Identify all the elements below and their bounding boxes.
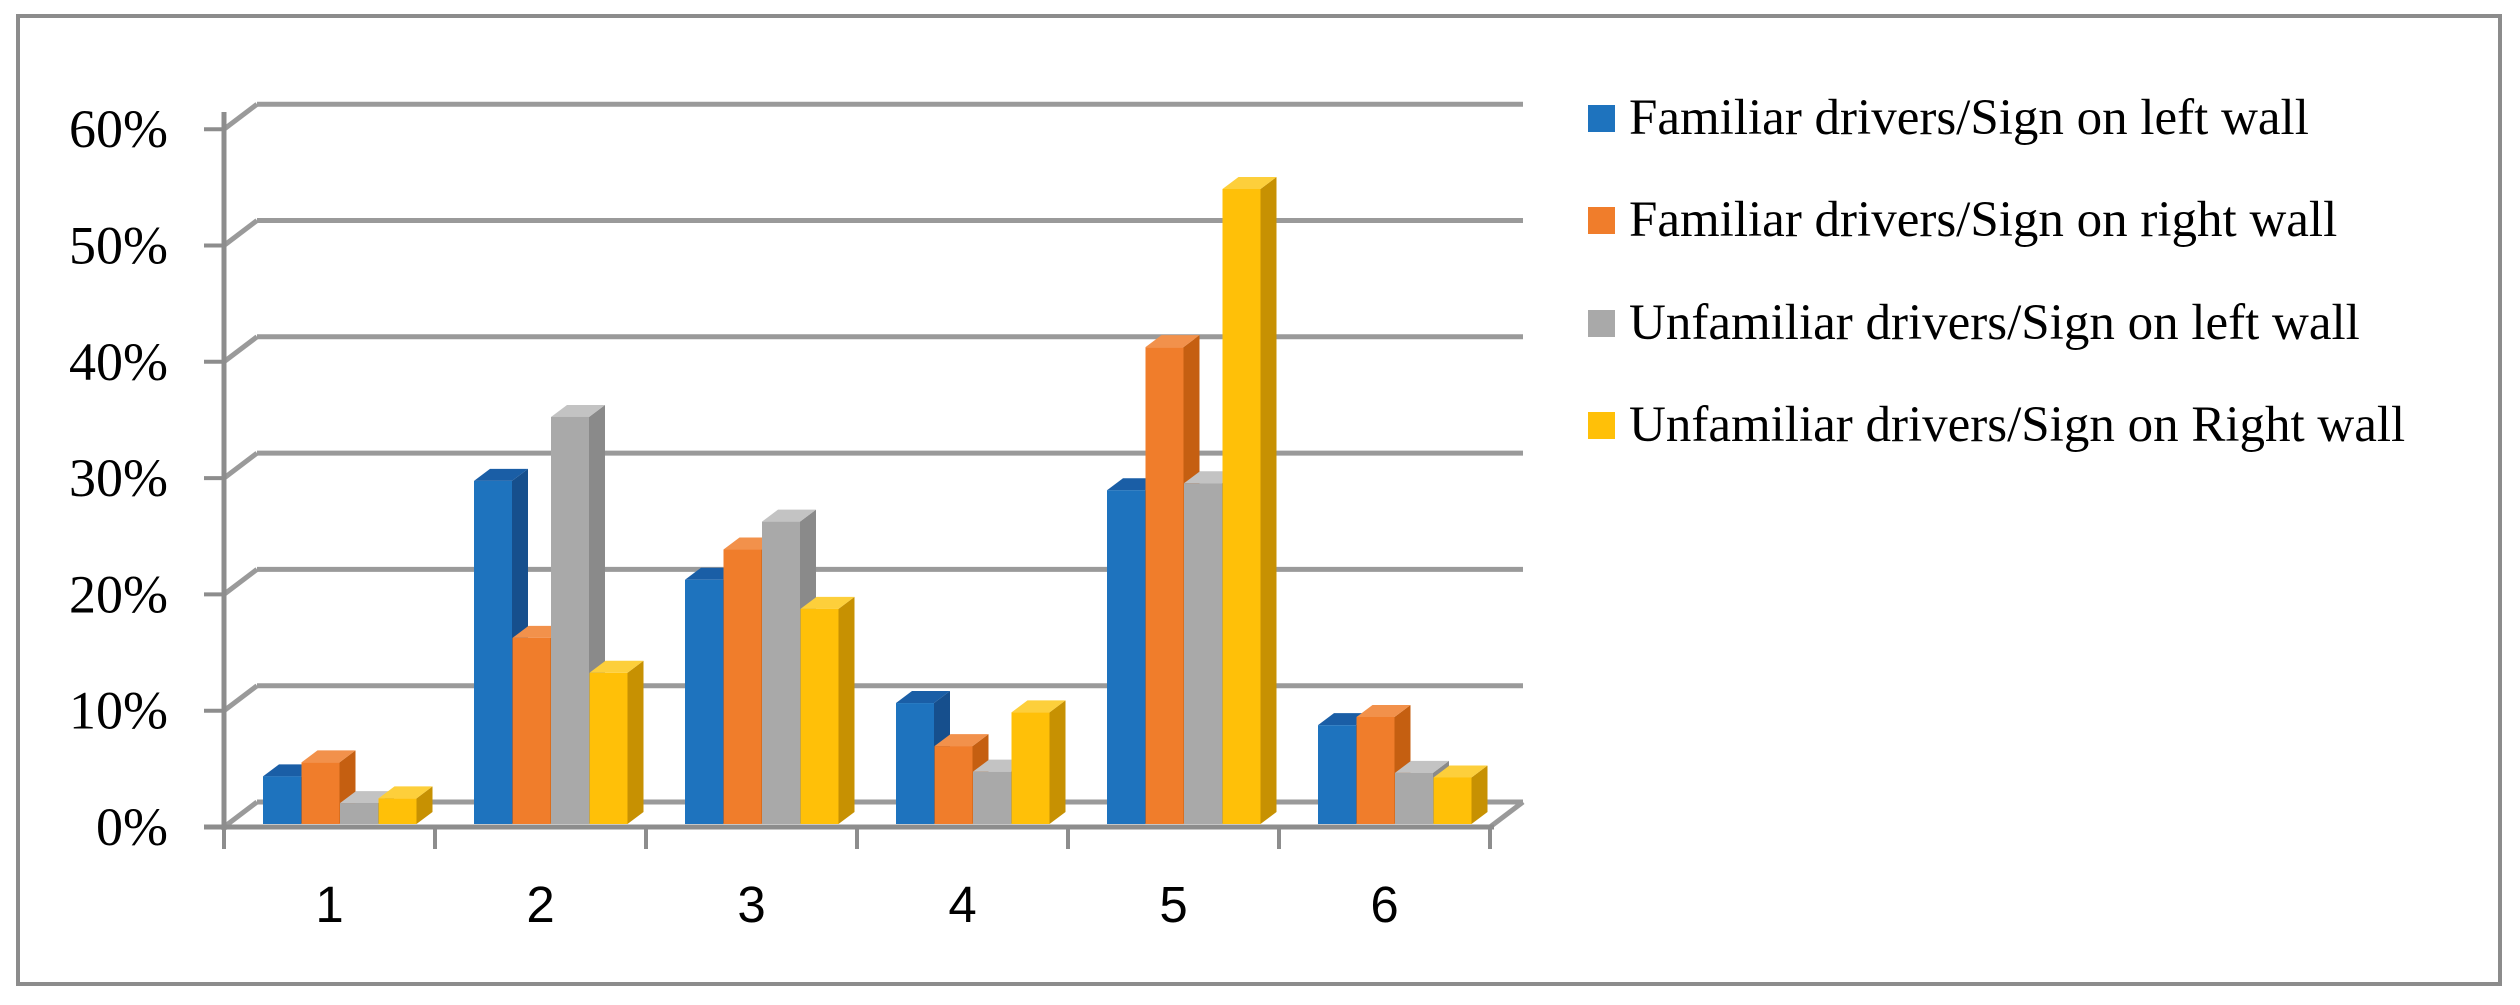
bar-series2-cat2 (512, 637, 551, 824)
gridline-diagonal-60% (222, 102, 259, 132)
y-axis-label-40%: 40% (69, 332, 168, 392)
bar-series3-cat3 (762, 521, 800, 824)
bar-series4-cat3-side (838, 596, 855, 824)
bar-series4-cat3-top (800, 596, 855, 609)
gridline-diagonal-0% (222, 800, 259, 829)
bar-series4-cat6-side (1471, 765, 1488, 824)
y-axis-label-10%: 10% (69, 681, 168, 741)
legend-swatch-familiar-left-icon (1588, 104, 1615, 132)
bar-series3-cat6 (1395, 772, 1433, 824)
y-axis-label-30%: 30% (69, 448, 168, 508)
bar-series4-cat1-top (378, 786, 433, 799)
legend-label-familiar-left: Familiar drivers/Sign on left wall (1629, 89, 2309, 146)
bar-series4-cat4 (1011, 712, 1050, 824)
bar-series3-cat6-top (1395, 760, 1449, 773)
bar-series4-cat2 (589, 672, 628, 824)
x-axis-label-3: 3 (737, 876, 765, 933)
legend-item-familiar-right: Familiar drivers/Sign on right wall (1588, 193, 2337, 247)
bar-series3-cat4 (973, 771, 1011, 824)
y-axis-label-60%: 60% (69, 99, 168, 159)
bar-series1-cat6 (1318, 725, 1356, 824)
bar-series4-cat4-top (1011, 700, 1066, 713)
bar-series1-cat4-top (896, 691, 950, 704)
bar-series1-cat2-top (474, 468, 528, 481)
bar-series2-cat6-top (1356, 705, 1411, 718)
bar-series2-cat5-top (1145, 335, 1200, 348)
bar-series3-cat2 (551, 416, 589, 824)
bar-series2-cat5 (1145, 347, 1184, 824)
legend-item-familiar-left: Familiar drivers/Sign on left wall (1588, 91, 2309, 145)
bar-series1-cat4 (896, 703, 934, 824)
legend-swatch-familiar-right-icon (1588, 206, 1615, 234)
legend-label-unfamiliar-left: Unfamiliar drivers/Sign on left wall (1629, 294, 2360, 351)
bar-series1-cat2 (474, 480, 512, 824)
gridline-diagonal-50% (222, 218, 259, 248)
gridline-diagonal-20% (222, 567, 259, 597)
bar-series4-cat5 (1222, 189, 1261, 824)
bar-series1-cat1 (263, 776, 301, 824)
x-axis-label-6: 6 (1370, 876, 1398, 933)
gridline-diagonal-30% (222, 451, 259, 481)
bar-series4-cat3 (800, 608, 839, 824)
legend-swatch-unfamiliar-right-icon (1588, 411, 1615, 439)
x-axis-label-2: 2 (526, 876, 554, 933)
bar-series4-cat6 (1433, 777, 1472, 824)
bar-series2-cat4 (934, 746, 973, 824)
x-axis-label-5: 5 (1159, 876, 1187, 933)
bar-series1-cat5 (1107, 490, 1145, 824)
bar-series3-cat5 (1184, 483, 1222, 824)
x-axis-label-1: 1 (315, 876, 343, 933)
bar-series4-cat2-side (627, 660, 644, 824)
legend-label-unfamiliar-right: Unfamiliar drivers/Sign on Right wall (1629, 396, 2406, 453)
legend-item-unfamiliar-left: Unfamiliar drivers/Sign on left wall (1588, 296, 2360, 350)
bar-series4-cat6-top (1433, 765, 1488, 778)
legend-label-familiar-right: Familiar drivers/Sign on right wall (1629, 191, 2338, 248)
legend-item-unfamiliar-right: Unfamiliar drivers/Sign on Right wall (1588, 398, 2405, 452)
bar-series3-cat1 (340, 803, 378, 824)
bar-series1-cat3 (685, 579, 723, 824)
bar-series3-cat2-top (551, 404, 605, 417)
bar-series2-cat1-top (301, 750, 356, 763)
bar-series4-cat2-top (589, 660, 644, 673)
floor-right-edge (1488, 800, 1525, 829)
bar-series2-cat6 (1356, 717, 1395, 824)
y-axis-label-20%: 20% (69, 564, 168, 624)
bar-series4-cat1 (378, 798, 417, 824)
y-axis-label-0%: 0% (96, 797, 168, 857)
x-axis-label-4: 4 (948, 876, 976, 933)
bar-series4-cat5-top (1222, 177, 1277, 190)
y-axis-label-50%: 50% (69, 216, 168, 276)
legend-swatch-unfamiliar-left-icon (1588, 309, 1615, 337)
bar-series4-cat4-side (1049, 700, 1066, 824)
bar-series3-cat3-top (762, 509, 816, 522)
gridline-diagonal-40% (222, 334, 259, 364)
bar-series2-cat1 (301, 762, 340, 824)
gridline-diagonal-10% (222, 683, 259, 713)
bar-series2-cat3 (723, 549, 762, 824)
figure-border (16, 14, 2502, 986)
bar-series2-cat4-top (934, 734, 989, 747)
bar-series4-cat5-side (1260, 177, 1277, 824)
bar-series4-cat1-side (416, 786, 433, 824)
